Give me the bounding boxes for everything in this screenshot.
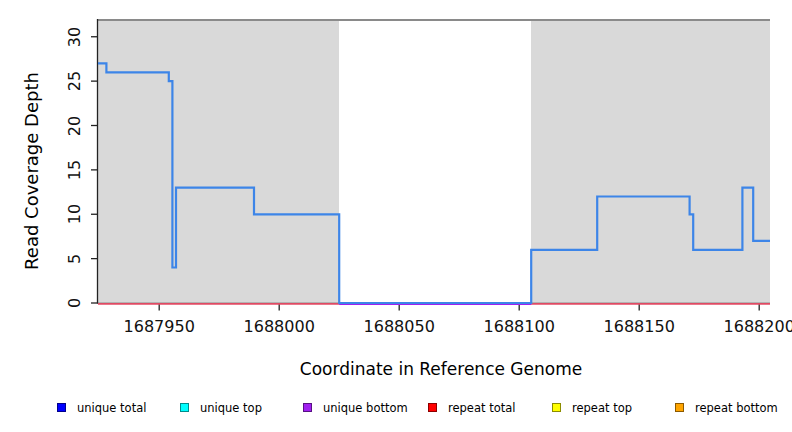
y-tick-label: 15: [65, 160, 84, 180]
legend-swatch-icon: [180, 403, 189, 412]
repeat-region-shading: [98, 19, 339, 303]
legend-label: unique top: [200, 401, 262, 415]
x-tick-label: 1688050: [364, 317, 435, 336]
x-tick-label: 1688100: [484, 317, 555, 336]
x-tick-label: 1688000: [244, 317, 315, 336]
y-axis-title: Read Coverage Depth: [21, 72, 42, 270]
x-tick-label: 1687950: [124, 317, 195, 336]
repeat-region-shading: [531, 19, 770, 303]
y-tick-label: 25: [65, 71, 84, 91]
legend-swatch-icon: [552, 403, 561, 412]
x-axis-title: Coordinate in Reference Genome: [300, 359, 582, 379]
legend-label: unique bottom: [323, 401, 408, 415]
legend-item: unique top: [180, 401, 262, 414]
legend-item: repeat bottom: [675, 401, 778, 414]
legend-item: repeat top: [552, 401, 632, 414]
legend-swatch-icon: [303, 403, 312, 412]
x-tick-label: 1688150: [604, 317, 675, 336]
y-tick-label: 10: [65, 204, 84, 224]
y-tick-label: 30: [65, 27, 84, 47]
y-tick-label: 20: [65, 115, 84, 135]
legend-label: unique total: [77, 401, 146, 415]
legend-item: unique bottom: [303, 401, 408, 414]
legend-label: repeat top: [572, 401, 632, 415]
legend-swatch-icon: [675, 403, 684, 412]
y-tick-label: 0: [65, 298, 84, 308]
legend-item: unique total: [57, 401, 146, 414]
legend-item: repeat total: [428, 401, 515, 414]
x-tick-label: 1688200: [724, 317, 792, 336]
legend-swatch-icon: [57, 403, 66, 412]
coverage-plot-figure: Read Coverage Depth Coordinate in Refere…: [0, 0, 792, 432]
legend-swatch-icon: [428, 403, 437, 412]
legend-label: repeat total: [448, 401, 515, 415]
legend-label: repeat bottom: [695, 401, 778, 415]
y-tick-label: 5: [65, 254, 84, 264]
